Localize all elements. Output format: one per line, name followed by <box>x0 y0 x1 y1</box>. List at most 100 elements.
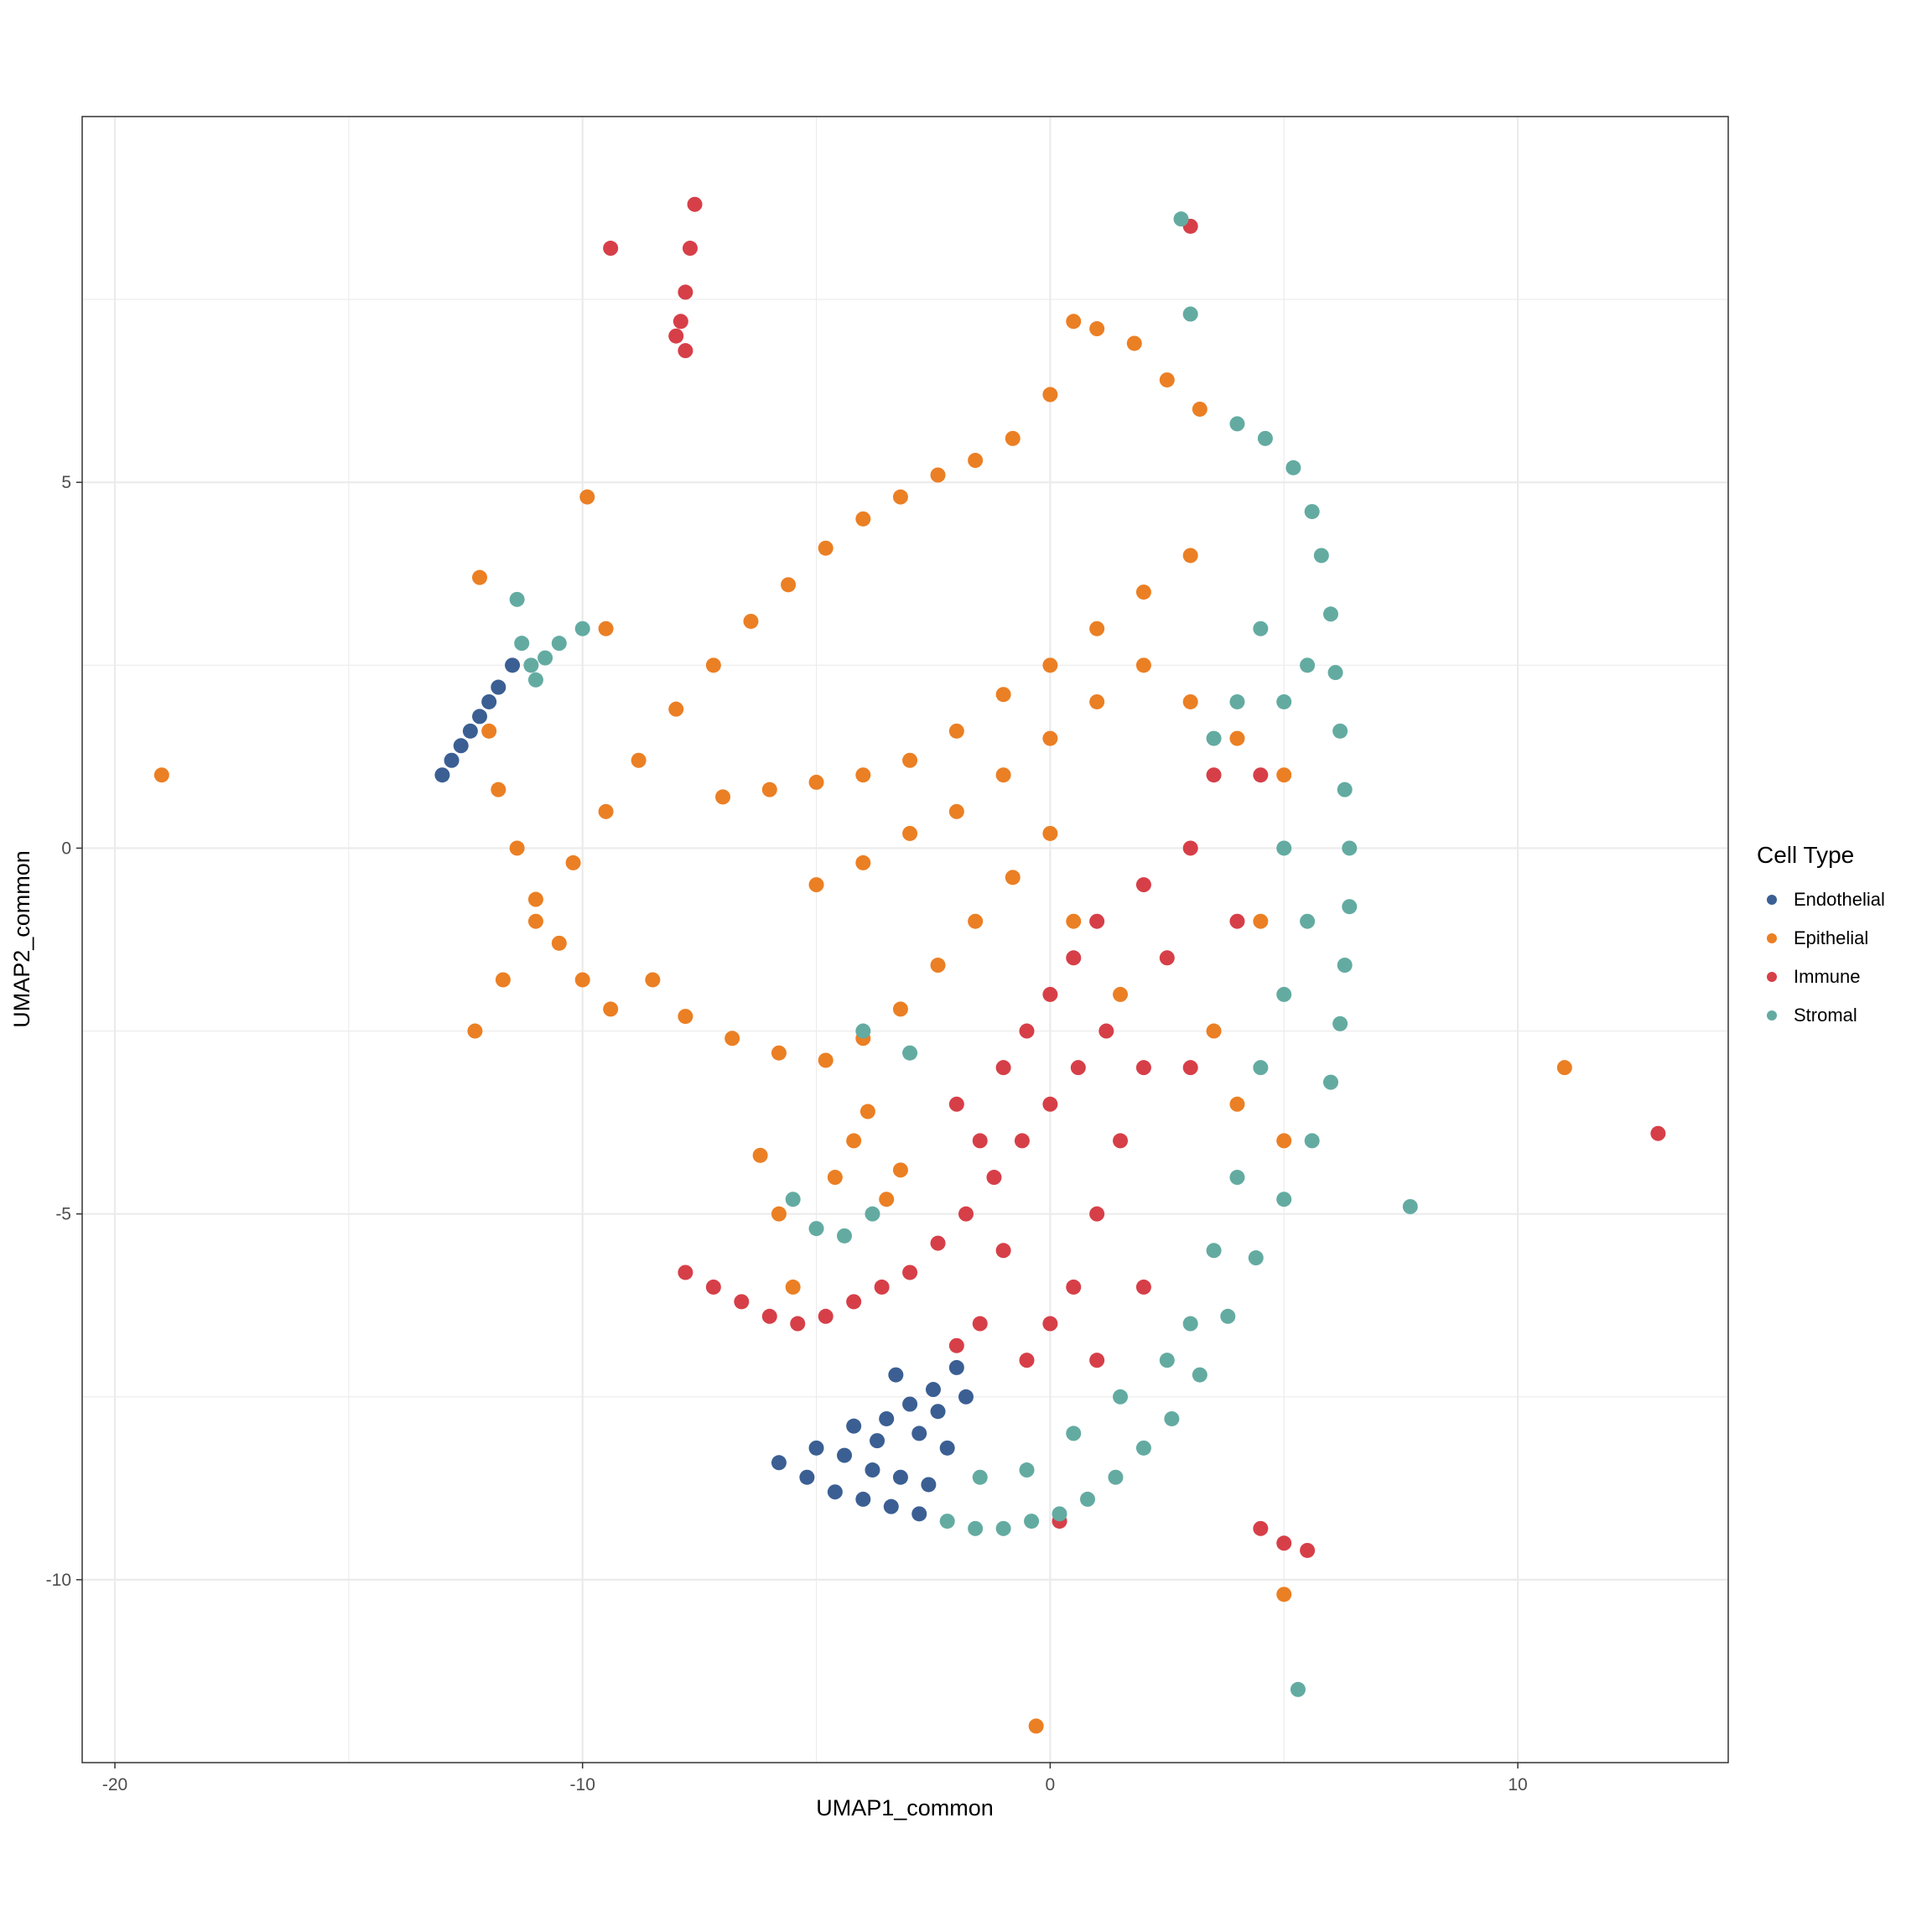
legend-label: Epithelial <box>1794 927 1869 948</box>
data-point-epithelial <box>579 489 595 505</box>
data-point-stromal <box>1052 1506 1067 1522</box>
data-point-endothelial <box>491 679 506 695</box>
data-point-immune <box>1098 1023 1114 1039</box>
data-point-stromal <box>1182 306 1198 322</box>
data-point-epithelial <box>1066 314 1082 330</box>
data-point-epithelial <box>892 1001 908 1017</box>
legend-item-stromal: Stromal <box>1757 996 1929 1035</box>
data-point-immune <box>1019 1023 1035 1039</box>
legend-item-epithelial: Epithelial <box>1757 919 1929 958</box>
data-point-endothelial <box>462 723 478 739</box>
data-point-stromal <box>1276 840 1292 856</box>
data-point-epithelial <box>968 453 984 469</box>
data-point-stromal <box>808 1221 824 1237</box>
data-point-endothelial <box>939 1440 955 1456</box>
data-point-immune <box>986 1170 1002 1186</box>
data-point-immune <box>1182 1060 1198 1076</box>
data-point-epithelial <box>1229 730 1245 746</box>
data-point-immune <box>995 1243 1011 1259</box>
data-point-epithelial <box>781 577 797 593</box>
data-point-epithelial <box>598 621 614 636</box>
data-point-immune <box>948 1096 964 1112</box>
data-point-immune <box>1229 913 1245 929</box>
data-point-stromal <box>1206 730 1222 746</box>
data-point-stromal <box>785 1192 801 1208</box>
data-point-immune <box>1089 1206 1105 1222</box>
data-point-immune <box>1206 767 1222 783</box>
data-point-epithelial <box>668 701 684 717</box>
data-point-epithelial <box>752 1147 768 1163</box>
y-axis-title: UMAP2_common <box>9 850 34 1028</box>
data-point-stromal <box>1182 1316 1198 1332</box>
data-point-epithelial <box>1182 548 1198 564</box>
data-point-stromal <box>1024 1514 1040 1530</box>
data-point-epithelial <box>1066 913 1082 929</box>
data-point-epithelial <box>678 1009 693 1025</box>
data-point-endothelial <box>888 1367 904 1383</box>
data-point-epithelial <box>846 1133 862 1149</box>
data-point-stromal <box>1285 460 1301 475</box>
data-point-stromal <box>1332 1015 1348 1031</box>
data-point-epithelial <box>527 891 543 907</box>
data-point-epithelial <box>495 972 511 988</box>
data-point-immune <box>1276 1535 1292 1551</box>
data-point-endothelial <box>958 1389 974 1405</box>
data-point-stromal <box>1276 693 1292 709</box>
data-point-immune <box>1042 1316 1058 1332</box>
data-point-immune <box>687 196 703 212</box>
data-point-immune <box>682 241 698 257</box>
data-point-stromal <box>1322 1074 1338 1090</box>
data-point-epithelial <box>1182 693 1198 709</box>
data-point-epithelial <box>1135 584 1151 600</box>
data-point-stromal <box>1313 548 1329 564</box>
data-point-endothelial <box>837 1447 853 1463</box>
data-point-immune <box>1650 1125 1666 1141</box>
data-point-stromal <box>1276 1192 1292 1208</box>
data-point-stromal <box>514 636 530 652</box>
data-point-stromal <box>1304 504 1320 520</box>
data-point-stromal <box>837 1228 853 1244</box>
data-point-epithelial <box>761 782 777 797</box>
data-point-epithelial <box>1229 1096 1245 1112</box>
y-tick-label: -5 <box>55 1205 71 1224</box>
data-point-endothelial <box>921 1477 937 1493</box>
data-point-endothelial <box>472 709 488 724</box>
plot-panel-background <box>82 117 1728 1763</box>
data-point-stromal <box>1342 840 1358 856</box>
data-point-epithelial <box>481 723 497 739</box>
data-point-immune <box>1042 986 1058 1002</box>
data-point-endothelial <box>434 767 450 783</box>
data-point-endothelial <box>911 1506 927 1522</box>
legend-key-dot <box>1767 1010 1777 1021</box>
data-point-epithelial <box>995 687 1011 703</box>
data-point-stromal <box>1342 899 1358 915</box>
data-point-stromal <box>509 591 525 607</box>
data-point-epithelial <box>1126 335 1142 351</box>
data-point-stromal <box>1327 665 1343 681</box>
data-point-epithelial <box>1028 1718 1044 1734</box>
plot-panel-border <box>81 116 1729 1763</box>
data-point-immune <box>1089 913 1105 929</box>
data-point-epithelial <box>808 877 824 893</box>
data-point-endothelial <box>930 1404 946 1420</box>
data-point-epithelial <box>509 840 525 856</box>
data-point-epithelial <box>860 1104 875 1119</box>
data-point-epithelial <box>1276 767 1292 783</box>
data-point-epithelial <box>472 569 488 585</box>
legend: Cell Type Endothelial Epithelial Immune Str… <box>1757 842 1929 1035</box>
data-point-epithelial <box>603 1001 619 1017</box>
data-point-immune <box>673 314 688 330</box>
data-point-stromal <box>1276 986 1292 1002</box>
data-point-stromal <box>1019 1462 1035 1478</box>
axes: -20 -10 0 10 -10 -5 0 5 <box>46 473 1528 1794</box>
data-point-immune <box>1070 1060 1086 1076</box>
data-point-stromal <box>855 1023 871 1039</box>
data-point-stromal <box>1173 211 1189 227</box>
data-point-immune <box>958 1206 974 1222</box>
data-point-epithelial <box>1135 657 1151 673</box>
data-point-stromal <box>968 1520 984 1536</box>
data-point-stromal <box>1164 1410 1180 1426</box>
data-point-epithelial <box>1042 730 1058 746</box>
data-point-epithelial <box>818 540 834 556</box>
data-point-endothelial <box>444 752 460 768</box>
